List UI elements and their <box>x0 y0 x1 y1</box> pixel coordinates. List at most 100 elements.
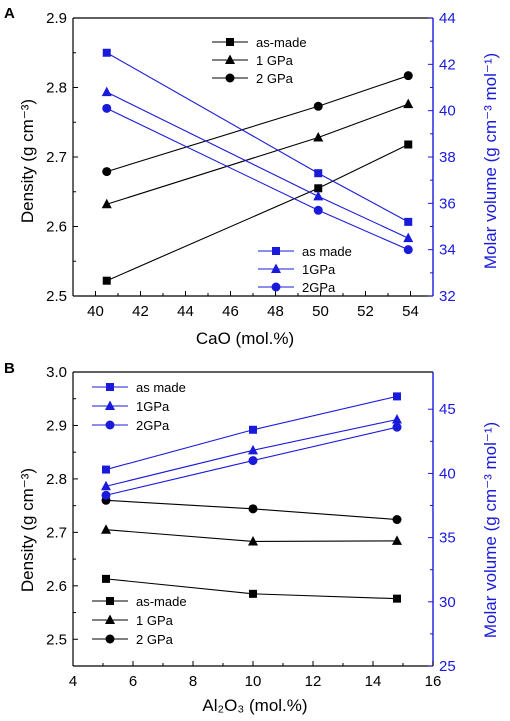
panel-a-legend-right-label: 1GPa <box>302 262 336 277</box>
panel-a-series-line-left-1-gpa <box>106 103 409 205</box>
panel-b-data-point-left-as-made <box>393 594 401 603</box>
panel-b-x-tick-label: 8 <box>189 673 197 690</box>
panel-a-y2-tick-label: 40 <box>439 103 456 120</box>
panel-a-y2-tick-label: 42 <box>439 56 456 73</box>
panel-a-label: A <box>4 5 15 22</box>
panel-a-legend-left-label: 1 GPa <box>256 53 294 68</box>
panel-a-data-point-left-1-gpa <box>313 132 324 142</box>
panel-a-data-point-right-2gpa <box>102 103 112 113</box>
panel-b-y-axis-title: Density (g cm⁻³) <box>18 468 37 592</box>
panel-a-x-tick-label: 54 <box>402 303 419 320</box>
panel-b-data-point-right-2gpa <box>248 456 258 466</box>
panel-a-data-point-right-2gpa <box>403 245 413 255</box>
panel-b-x-tick-label: 16 <box>425 673 442 690</box>
panel-a-data-point-right-1gpa <box>403 232 414 243</box>
panel-b-data-point-right-as-made <box>102 465 110 474</box>
panel-b-y2-tick-label: 25 <box>439 658 456 675</box>
panel-b-label: B <box>4 360 15 377</box>
panel-b-x-axis-title: Al₂O₃ (mol.%) <box>202 696 307 715</box>
panel-a-data-point-right-as-made <box>102 48 111 57</box>
panel-a-y2-tick-label: 32 <box>439 288 456 305</box>
panel-a-series-line-right-2gpa <box>106 107 409 251</box>
panel-b-legend-right-label: 2GPa <box>136 418 170 433</box>
panel-a-data-point-left-1-gpa <box>101 198 112 209</box>
panel-a-data-point-left-2-gpa <box>403 71 413 81</box>
panel-a: A CaO (mol.%) Density (g cm⁻³) Molar vol… <box>4 5 500 348</box>
panel-b-data-point-left-2-gpa <box>392 515 402 525</box>
panel-b-data-point-left-as-made <box>102 574 110 583</box>
panel-a-legend-left-marker <box>226 38 234 46</box>
panel-a-legend-right-marker <box>271 263 281 273</box>
panel-b-x-tick-label: 12 <box>305 673 322 690</box>
panel-b-y2-axis-title: Molar volume (g cm⁻³ mol⁻¹) <box>481 422 500 638</box>
panel-a-data-point-left-2-gpa <box>313 101 323 111</box>
panel-a-x-tick-label: 48 <box>267 303 284 320</box>
panel-b-data-point-right-as-made <box>393 392 401 401</box>
panel-b-y2-tick-label: 30 <box>439 594 456 611</box>
panel-a-x-tick-label: 46 <box>222 303 239 320</box>
panel-b-data-point-left-1-gpa <box>101 524 111 534</box>
panel-b-legend-left-marker <box>106 597 114 605</box>
panel-b-x-tick-label: 6 <box>129 673 137 690</box>
panel-b-data-point-left-2-gpa <box>248 504 258 514</box>
panel-b-y-tick-label: 2.7 <box>46 524 67 541</box>
panel-b-legend-left-marker <box>105 634 115 644</box>
panel-a-data-point-left-as-made <box>314 184 323 193</box>
panel-a-y-tick-label: 2.8 <box>46 80 67 97</box>
panel-b-legend-right-marker <box>105 420 115 430</box>
panel-a-y2-tick-label: 36 <box>439 195 456 212</box>
panel-a-x-axis-title: CaO (mol.%) <box>196 329 294 348</box>
panel-a-series-line-right-1gpa <box>106 91 409 239</box>
panel-a-x-tick-label: 44 <box>177 303 194 320</box>
panel-a-y-tick-label: 2.6 <box>46 219 67 236</box>
panel-a-y-tick-label: 2.9 <box>46 10 67 27</box>
panel-a-legend-right-marker <box>272 247 280 255</box>
panel-a-legend-left-label: 2 GPa <box>256 71 294 86</box>
panel-b-x-tick-label: 4 <box>69 673 77 690</box>
panel-a-data-point-left-as-made <box>404 140 413 149</box>
panel-a-data-point-left-1-gpa <box>403 98 414 109</box>
panel-a-data-point-left-2-gpa <box>102 167 112 177</box>
panel-b-data-point-right-1gpa <box>392 414 402 424</box>
panel-a-y2-tick-label: 44 <box>439 10 456 27</box>
panel-b-data-point-right-2gpa <box>101 490 111 500</box>
panel-b-data-point-right-1gpa <box>248 444 258 455</box>
panel-b-data-point-right-1gpa <box>101 480 111 491</box>
panel-a-y2-tick-label: 34 <box>439 242 456 259</box>
panel-b-data-point-right-2gpa <box>392 422 402 432</box>
panel-b-legend-left-marker <box>105 614 115 624</box>
panel-b-legend-left-label: 1 GPa <box>136 613 174 628</box>
panel-b-data-point-left-as-made <box>249 589 257 598</box>
panel-b-y-tick-label: 2.8 <box>46 471 67 488</box>
panel-b-y2-tick-label: 35 <box>439 530 456 547</box>
panel-a-data-point-left-as-made <box>102 276 111 285</box>
panel-b-y-tick-label: 2.9 <box>46 417 67 434</box>
panel-a-data-point-right-as-made <box>404 217 413 226</box>
panel-b-data-point-left-1-gpa <box>248 535 258 546</box>
panel-a-legend-left-marker <box>225 73 235 83</box>
panel-b-legend-left-label: as-made <box>136 594 187 609</box>
panel-a-x-tick-label: 52 <box>357 303 374 320</box>
panel-b-y-tick-label: 3.0 <box>46 364 67 381</box>
panel-b-data-point-right-as-made <box>249 425 257 434</box>
panel-a-y-axis-title: Density (g cm⁻³) <box>18 99 37 223</box>
panel-a-data-point-right-1gpa <box>313 190 324 201</box>
panel-a-data-point-right-as-made <box>314 169 323 178</box>
panel-a-x-tick-label: 40 <box>87 303 104 320</box>
panel-a-y2-axis-title: Molar volume (g cm⁻³ mol⁻¹) <box>481 53 500 269</box>
panel-a-legend-right-marker <box>271 282 281 292</box>
panel-a-data-point-right-1gpa <box>101 86 112 97</box>
panel-a-legend-right-label: 2GPa <box>302 280 336 295</box>
panel-a-data-point-right-2gpa <box>313 205 323 215</box>
panel-a-legend-left-label: as-made <box>256 35 307 50</box>
panel-a-x-tick-label: 42 <box>132 303 149 320</box>
panel-a-y-tick-label: 2.7 <box>46 149 67 166</box>
panel-b: B Al₂O₃ (mol.%) Density (g cm⁻³) Molar v… <box>4 360 500 715</box>
panel-b-legend-right-label: 1GPa <box>136 399 170 414</box>
panel-b-legend-left-label: 2 GPa <box>136 632 174 647</box>
panel-b-y2-tick-label: 45 <box>439 401 456 418</box>
panel-a-y-tick-label: 2.5 <box>46 288 67 305</box>
panel-a-y2-tick-label: 38 <box>439 149 456 166</box>
panel-b-legend-right-marker <box>105 400 115 410</box>
